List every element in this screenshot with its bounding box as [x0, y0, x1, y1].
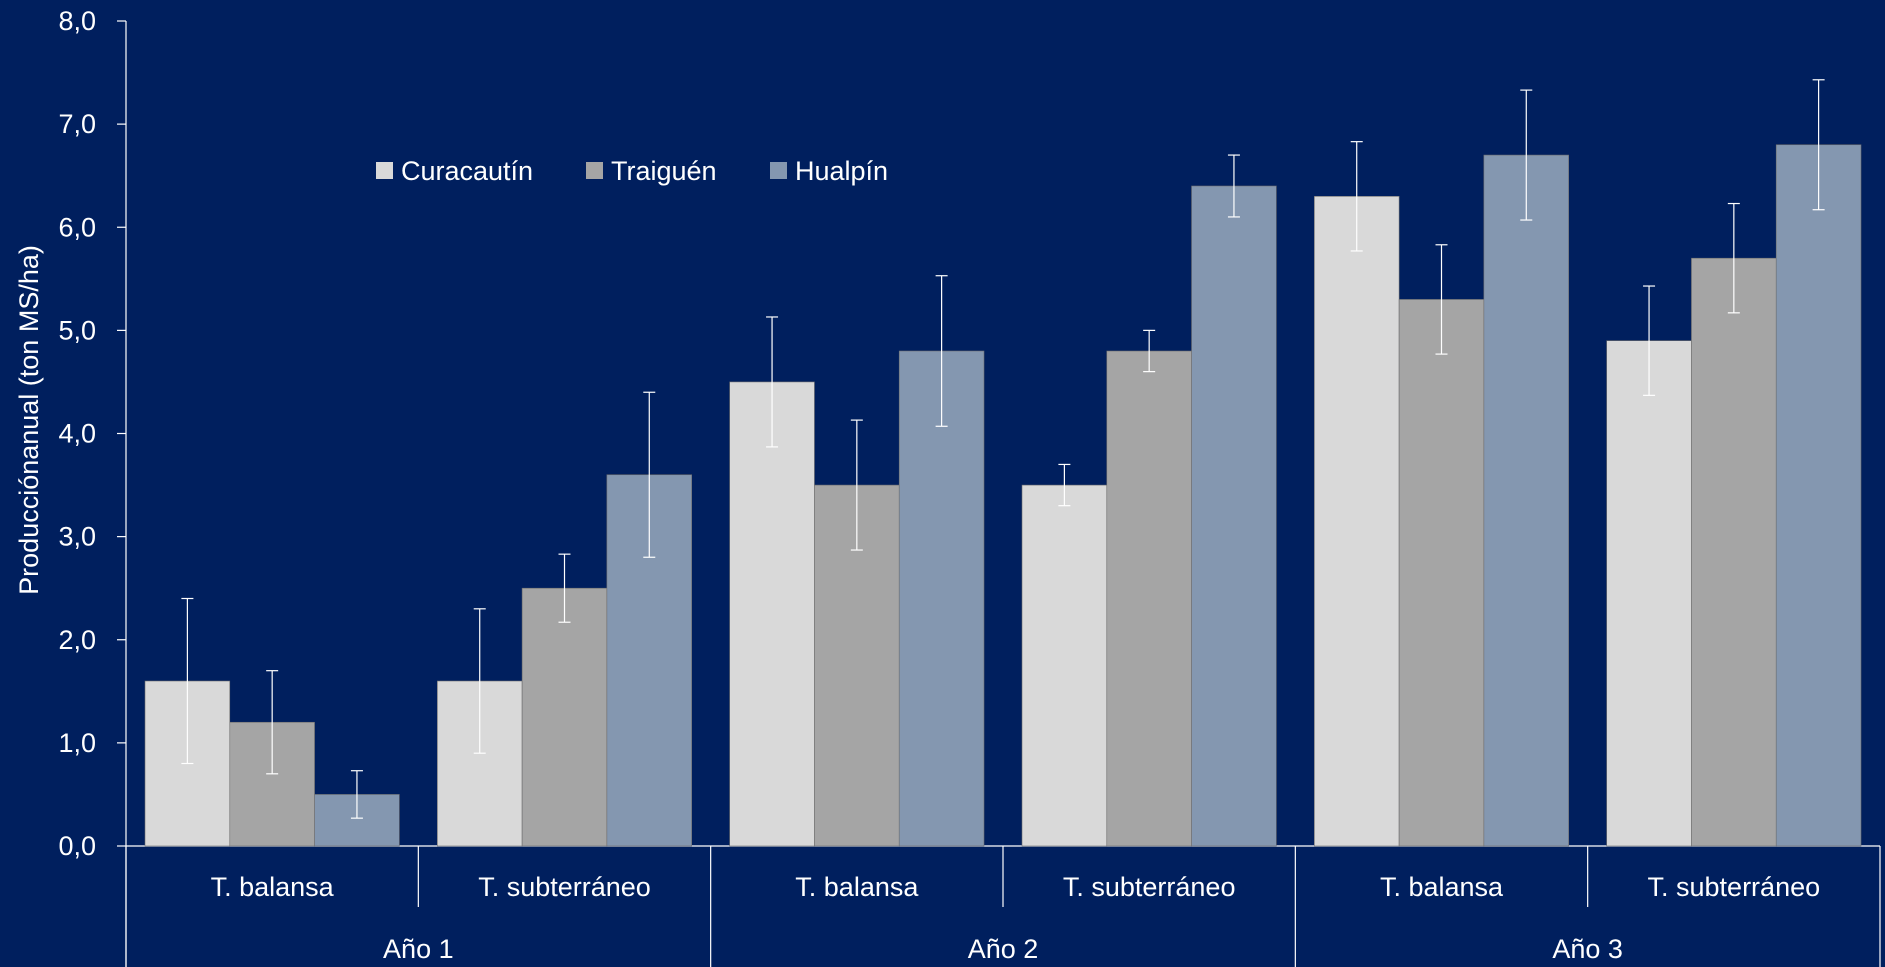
bar [1775, 144, 1862, 847]
legend-swatch [376, 162, 393, 179]
bar [1191, 185, 1277, 847]
y-tick-label: 6,0 [58, 212, 96, 242]
legend-swatch [586, 162, 603, 179]
y-tick-label: 4,0 [58, 419, 96, 449]
category-label: T. balansa [795, 872, 919, 902]
category-label: T. subterráneo [478, 872, 651, 902]
y-tick-label: 5,0 [58, 315, 96, 345]
category-label: T. subterráneo [1063, 872, 1236, 902]
category-label: T. subterráneo [1648, 872, 1821, 902]
bar [1314, 196, 1400, 847]
group-label: Año 3 [1552, 934, 1623, 964]
bar [1483, 154, 1569, 847]
y-tick-label: 1,0 [58, 728, 96, 758]
bar [1021, 484, 1108, 847]
bar [1606, 340, 1692, 847]
group-label: Año 1 [383, 934, 454, 964]
bar [1106, 350, 1192, 847]
bar [729, 381, 815, 847]
y-tick-label: 3,0 [58, 522, 96, 552]
bar [898, 350, 985, 847]
y-tick-label: 0,0 [58, 831, 96, 861]
category-label: T. balansa [1380, 872, 1504, 902]
group-label: Año 2 [968, 934, 1039, 964]
bar [1691, 257, 1777, 847]
legend-label: Traiguén [611, 156, 717, 186]
legend-label: Curacautín [401, 156, 533, 186]
legend-label: Hualpín [795, 156, 888, 186]
y-tick-label: 8,0 [58, 6, 96, 36]
bar [1398, 299, 1485, 847]
y-axis-title: Producciónanual (ton MS/ha) [14, 245, 44, 595]
y-tick-label: 7,0 [58, 109, 96, 139]
legend-swatch [770, 162, 787, 179]
category-label: T. balansa [211, 872, 335, 902]
bar [521, 587, 608, 847]
y-tick-label: 2,0 [58, 625, 96, 655]
